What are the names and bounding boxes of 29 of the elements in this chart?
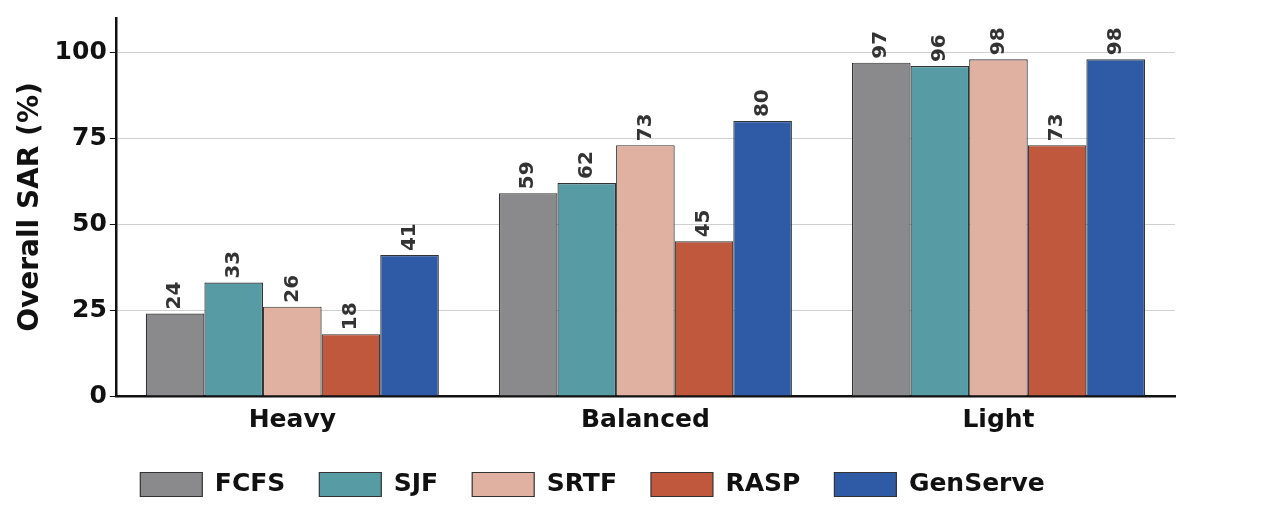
legend-label: SRTF: [546, 468, 617, 497]
y-tick-label: 100: [54, 35, 107, 65]
data-label: 26: [278, 274, 303, 303]
x-tick-label: Light: [962, 403, 1035, 433]
data-label: 96: [926, 34, 951, 63]
y-tick-label: 0: [89, 379, 107, 409]
x-tick-label: Heavy: [248, 403, 336, 433]
legend-label: SJF: [393, 468, 439, 497]
data-label: 33: [219, 250, 244, 279]
data-label: 80: [748, 89, 773, 118]
y-axis-title: Overall SAR (%): [12, 82, 46, 332]
data-label: 98: [1101, 27, 1126, 56]
legend-label: RASP: [725, 468, 801, 497]
x-tick-label: Balanced: [580, 403, 710, 433]
legend-label: GenServe: [908, 468, 1045, 497]
data-label: 98: [984, 27, 1009, 56]
data-label: 24: [161, 281, 186, 310]
y-tick-label: 25: [71, 293, 107, 323]
legend-label: FCFS: [214, 468, 286, 497]
data-label: 41: [395, 223, 420, 252]
data-label: 97: [867, 30, 892, 59]
y-tick-label: 75: [71, 121, 107, 151]
data-label: 18: [337, 302, 362, 331]
data-label: 59: [514, 161, 539, 190]
data-label: 45: [690, 209, 715, 238]
data-label: 73: [631, 113, 656, 142]
data-label: 62: [572, 151, 597, 179]
y-tick-label: 50: [71, 207, 107, 237]
data-label: 73: [1043, 113, 1068, 142]
